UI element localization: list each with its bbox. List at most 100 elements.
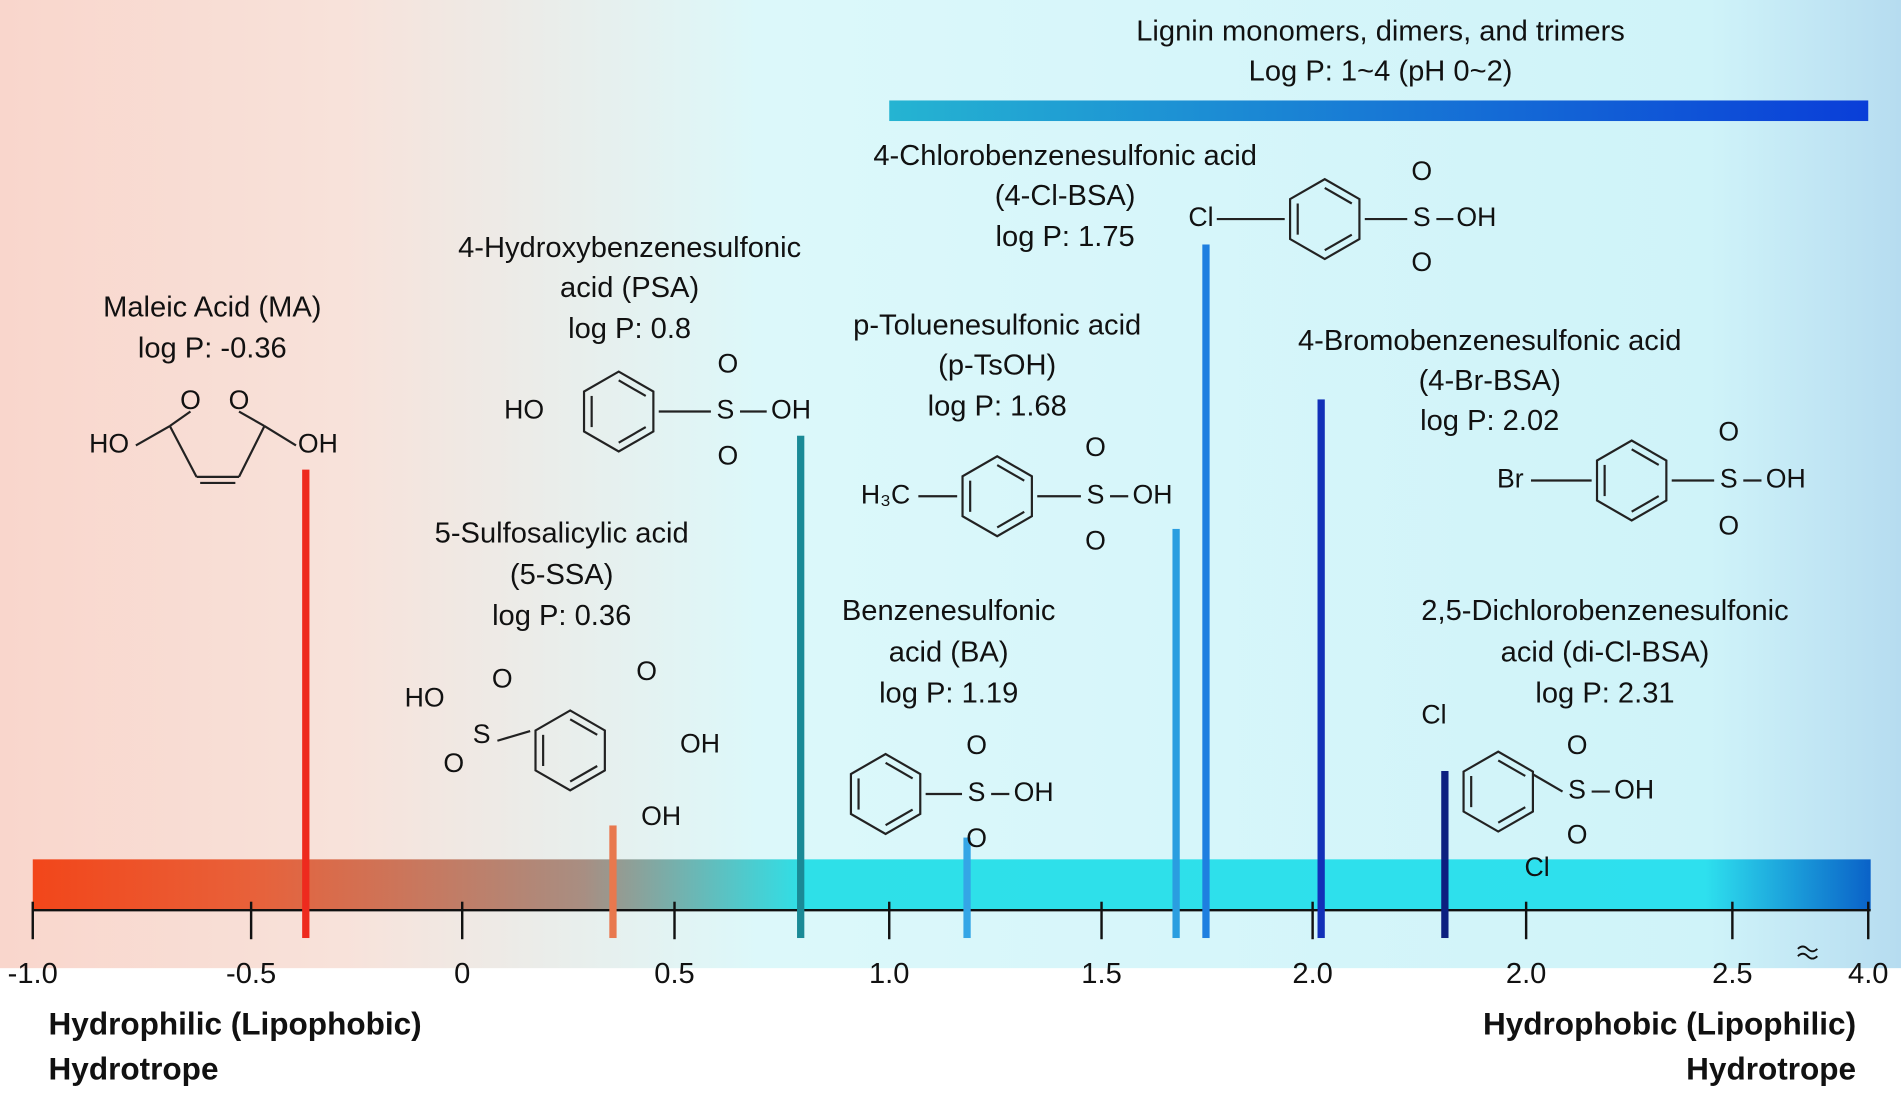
logp-bar [1441, 770, 1449, 939]
compound-label: p-Toluenesulfonic acid [853, 310, 1141, 342]
atom-label: HO [405, 683, 445, 713]
atom-label: OH [641, 801, 681, 831]
axis-break [1797, 945, 1818, 960]
logp-bar [302, 469, 310, 939]
bond [263, 425, 297, 447]
atom-label: O [443, 748, 464, 778]
double-bond [569, 718, 598, 736]
compound-label: 5-Sulfosalicylic acid [435, 518, 689, 550]
double-bond [569, 765, 598, 783]
atom-label: O [718, 441, 739, 471]
footer-left: Hydrotrope [49, 1051, 219, 1087]
lignin-title: Lignin monomers, dimers, and trimers [1136, 15, 1625, 47]
compound-label: log P: -0.36 [138, 332, 287, 364]
atom-label: HO [504, 395, 544, 425]
compound-label: acid (di-Cl-BSA) [1501, 636, 1710, 668]
atom-label: Cl [1524, 852, 1549, 882]
atom-label: O [1718, 416, 1739, 446]
compound-label: Maleic Acid (MA) [103, 291, 321, 323]
double-bond [885, 808, 914, 827]
double-bond [996, 510, 1025, 529]
compound-label: (4-Cl-BSA) [995, 180, 1136, 212]
x-tick-label: 1.0 [869, 958, 909, 990]
atom-label: Cl [1421, 700, 1446, 730]
compound-label: log P: 0.8 [568, 313, 691, 345]
bond [238, 410, 266, 427]
x-tick-label: 4.0 [1848, 958, 1888, 990]
atom-label: O [1411, 247, 1432, 277]
atom-label: OH [1614, 775, 1654, 805]
atom-label: O [492, 663, 513, 693]
atom-label: O [718, 349, 739, 379]
atom-label: O [1567, 819, 1588, 849]
bond [238, 425, 266, 478]
lignin-bar [889, 100, 1869, 122]
atom-label: O [1718, 511, 1739, 541]
double-bond [996, 464, 1025, 482]
atom-label: OH [298, 428, 338, 458]
atom-label: OH [1132, 479, 1172, 509]
x-tick-label: -1.0 [8, 958, 58, 990]
atom-label: O [1085, 432, 1106, 462]
double-bond [618, 426, 647, 444]
atom-label: S [968, 777, 986, 807]
double-bond [1497, 806, 1526, 824]
compound-label: log P: 2.31 [1535, 677, 1674, 709]
atom-label: OH [680, 729, 720, 759]
compound-label: (p-TsOH) [938, 349, 1056, 381]
atom-label: S [1087, 479, 1105, 509]
bond [497, 730, 531, 742]
x-tick-label: 0.5 [654, 958, 694, 990]
compound-label: 4-Bromobenzenesulfonic acid [1298, 325, 1682, 357]
logp-bar [1172, 528, 1180, 939]
x-tick-label: 2.0 [1292, 958, 1332, 990]
atom-label: S [717, 395, 735, 425]
benzene-ring [582, 370, 655, 453]
compound-label: acid (PSA) [560, 272, 699, 304]
atom-label: O [966, 730, 987, 760]
content: -1.0 -0.5 0 0.5 1.0 1.5 2.0 2.0 2.5 4.0 Lignin mon… [8, 15, 1889, 1086]
x-tick-label: -0.5 [226, 958, 276, 990]
compound-label: log P: 2.02 [1420, 405, 1559, 437]
benzene-ring [1595, 439, 1668, 522]
bond [168, 425, 198, 478]
x-tick-label: 1.5 [1081, 958, 1121, 990]
atom-label: OH [1456, 202, 1496, 232]
benzene-ring [534, 709, 606, 792]
compound-label: log P: 1.19 [879, 677, 1018, 709]
compound-label: log P: 1.75 [996, 221, 1135, 253]
benzene-ring [849, 752, 922, 836]
atom-label: S [1720, 464, 1738, 494]
logp-bar [1317, 399, 1325, 939]
compound-label: log P: 1.68 [928, 391, 1067, 423]
compound-label: (4-Br-BSA) [1419, 365, 1561, 397]
atom-label: O [1411, 156, 1432, 186]
double-bond [1631, 495, 1660, 513]
footer-background [0, 968, 1901, 1099]
logp-bar [797, 435, 805, 939]
compound-label: 4-Chlorobenzenesulfonic acid [873, 140, 1257, 172]
atom-label: O [1567, 730, 1588, 760]
atom-label: O [636, 656, 657, 686]
x-tick-label: 2.5 [1712, 958, 1752, 990]
bond [135, 425, 171, 447]
background [0, 0, 1901, 969]
compound-label: (5-SSA) [510, 559, 614, 591]
bond [1532, 773, 1564, 793]
double-bond [618, 379, 647, 397]
double-bond [885, 761, 914, 780]
x-tick-label: 0 [454, 958, 470, 990]
atom-label: Cl [1188, 202, 1213, 232]
compound-label: 4-Hydroxybenzenesulfonic [458, 232, 801, 264]
footer-left: Hydrophilic (Lipophobic) [49, 1006, 422, 1042]
atom-label: O [180, 385, 201, 415]
gradient-strip [32, 859, 1871, 911]
benzene-ring [961, 455, 1033, 538]
atom-label: OH [771, 395, 811, 425]
compound-label: 2,5-Dichlorobenzenesulfonic [1421, 595, 1788, 627]
atom-label: Br [1497, 464, 1524, 494]
atom-label: O [966, 823, 987, 853]
x-tick-label: 2.0 [1506, 958, 1546, 990]
